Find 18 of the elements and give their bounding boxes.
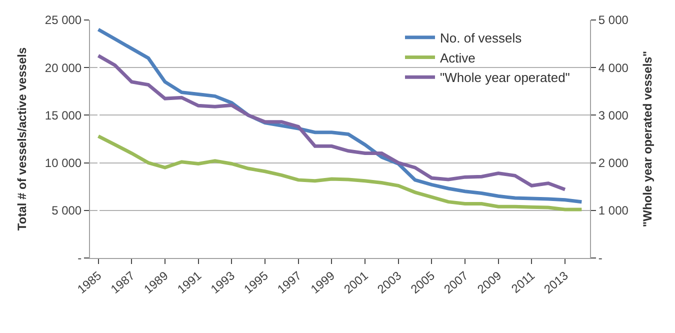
y2-tick-label: -	[598, 251, 602, 266]
y-axis-title: Total # of vessels/active vessels	[15, 47, 30, 231]
y-tick-label: 5 000	[52, 204, 82, 218]
y-tick-label: 25 000	[44, 13, 82, 28]
y2-tick-label: 2 000	[598, 156, 629, 170]
y-tick-label: 20 000	[44, 60, 82, 75]
y-tick-label: -	[78, 251, 82, 266]
y-tick-label: 10 000	[44, 156, 82, 170]
y2-tick-label: 4 000	[598, 60, 629, 75]
line-series	[96, 134, 584, 212]
y-tick-label: 15 000	[44, 108, 82, 122]
y2-tick-label: 3 000	[598, 108, 629, 122]
y2-axis-title: "Whole year operated vessels"	[640, 50, 655, 228]
legend-label: Active	[440, 50, 476, 66]
legend-label: No. of vessels	[440, 30, 522, 46]
y2-tick-label: 1 000	[598, 204, 629, 218]
y2-tick-label: 5 000	[598, 13, 629, 28]
legend-label: "Whole year operated"	[440, 70, 570, 86]
